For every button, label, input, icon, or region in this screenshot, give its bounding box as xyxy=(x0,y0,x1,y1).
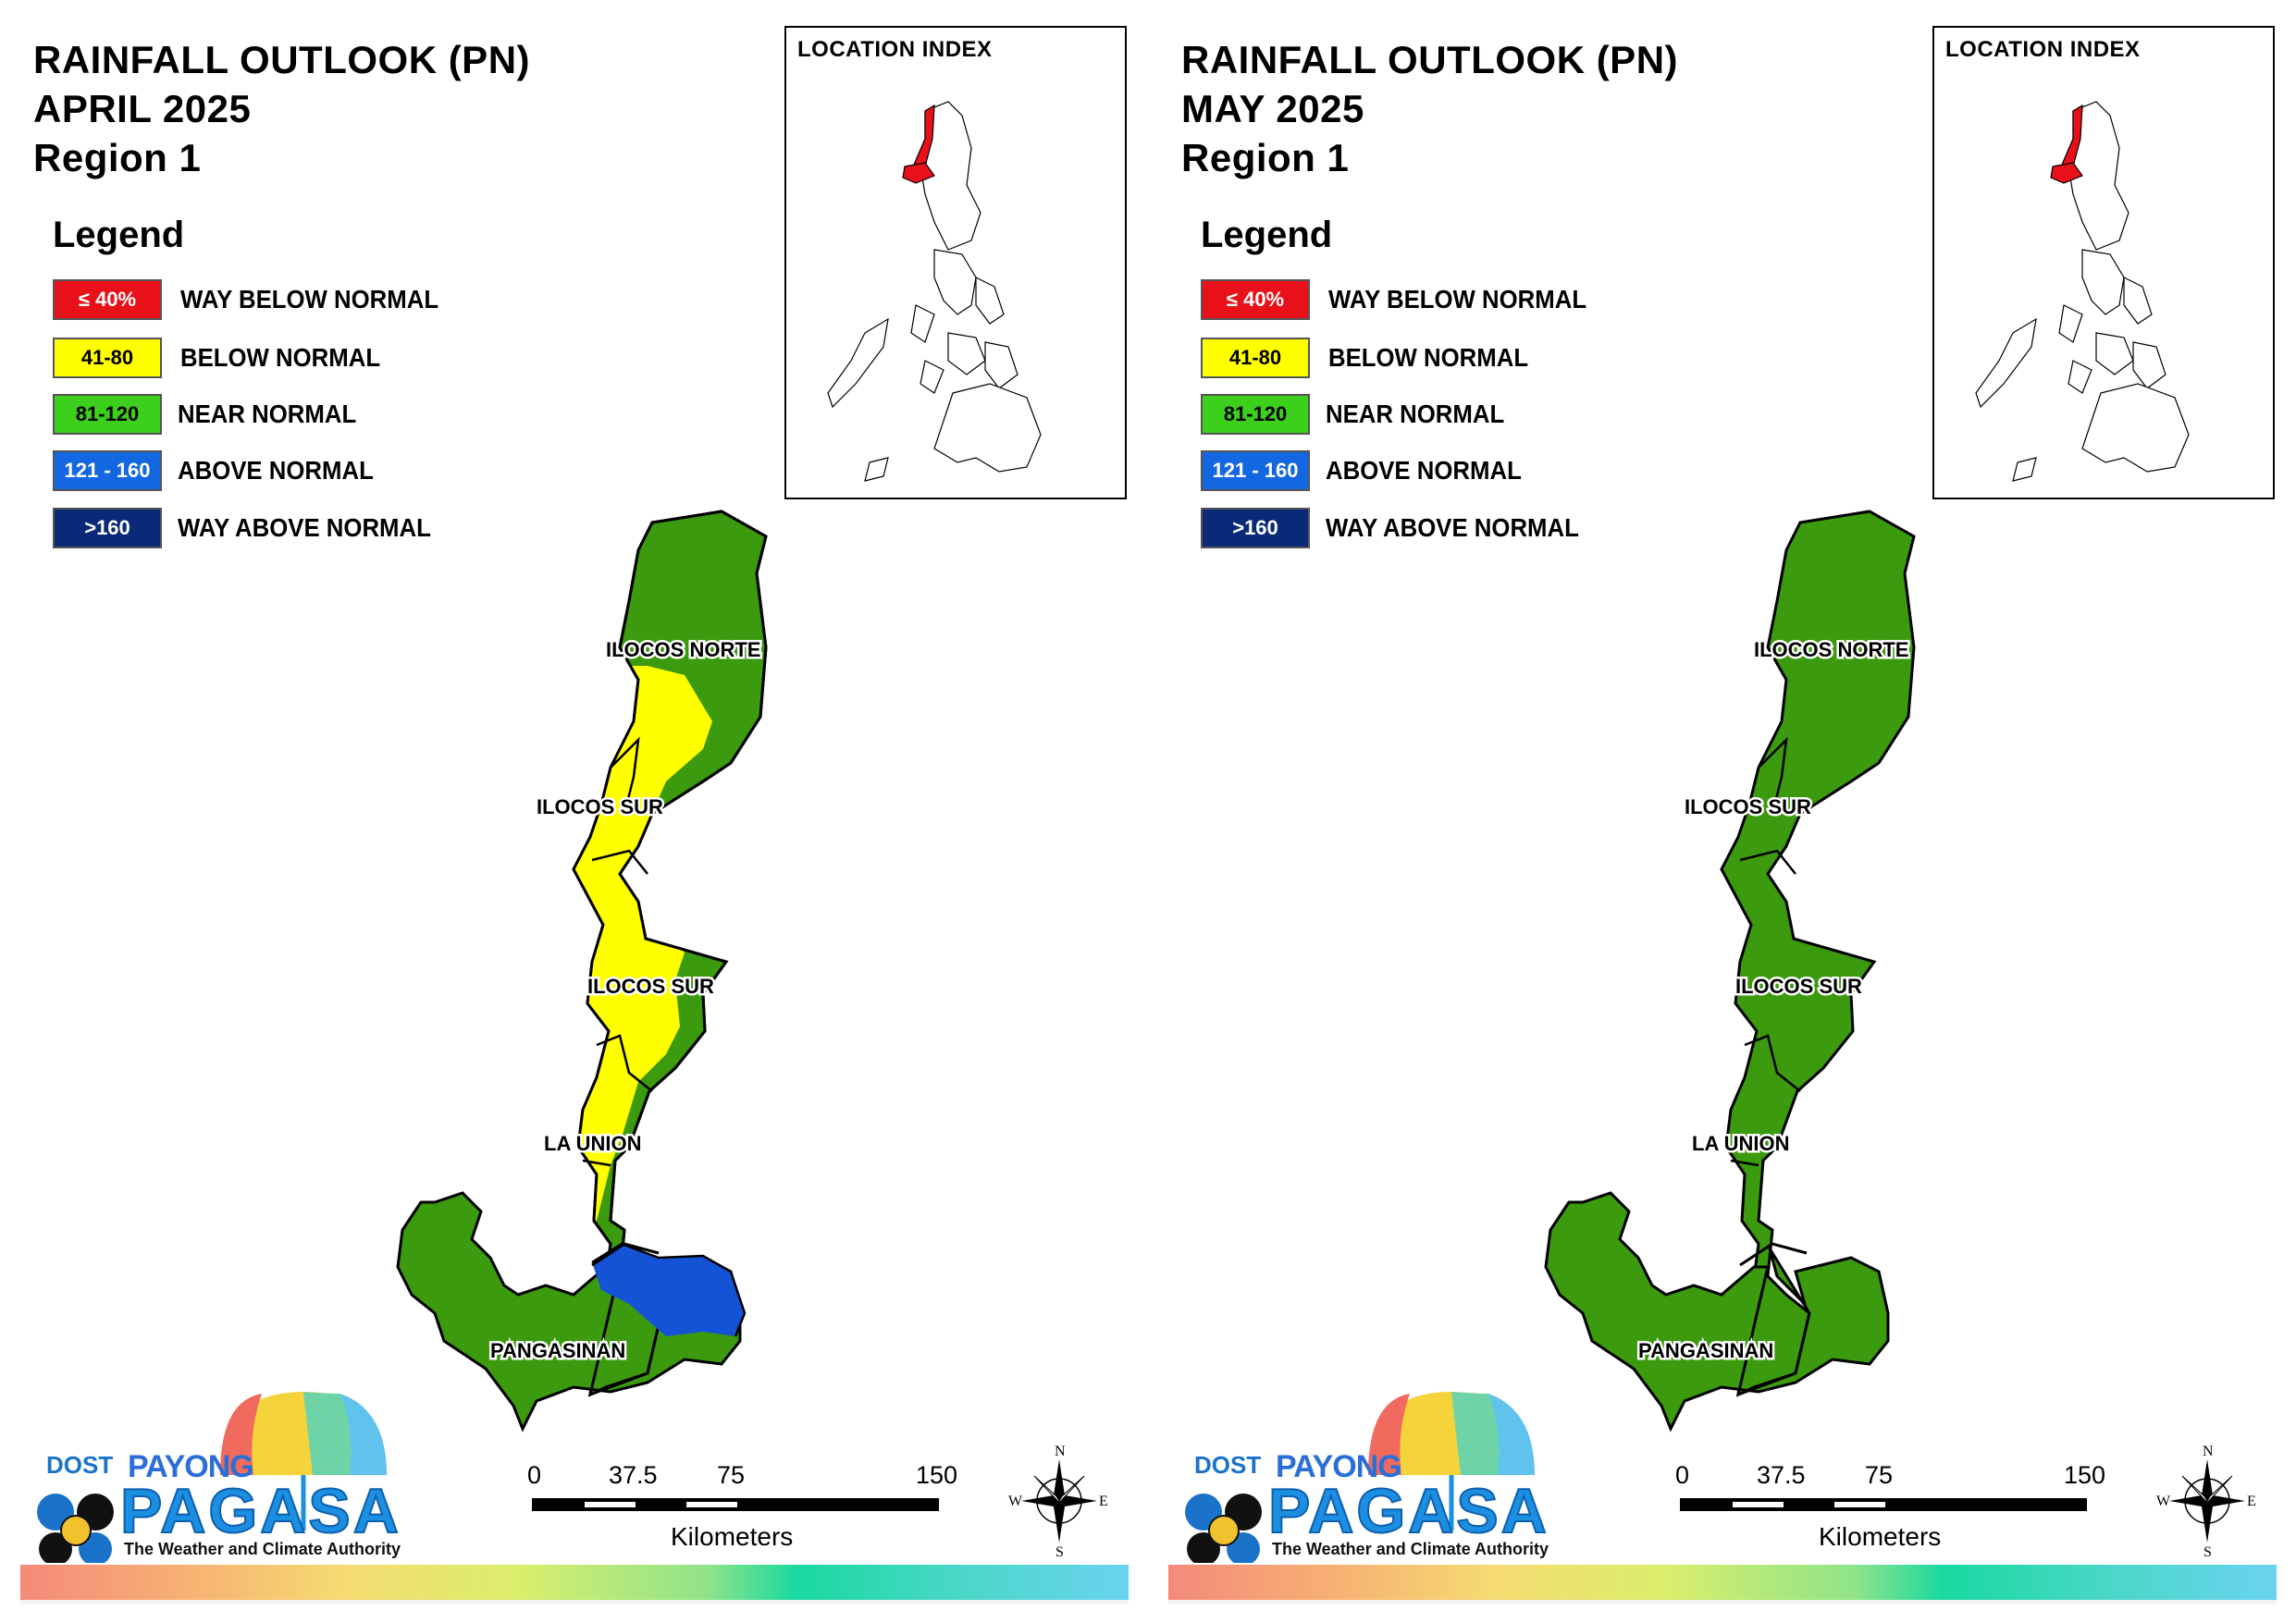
scale-tick: 150 xyxy=(2064,1461,2106,1489)
scale-bar-graphic xyxy=(1680,1498,2087,1511)
province-label: PANGASINAN xyxy=(1638,1339,1773,1362)
legend-swatch: >160 xyxy=(1201,508,1310,548)
province-label: ILOCOS NORTE xyxy=(1754,638,1908,661)
scale-bar: 0 37.5 75 150 Kilometers xyxy=(527,1461,957,1554)
province-label: ILOCOS SUR xyxy=(1735,975,1862,998)
legend-swatch: >160 xyxy=(53,508,162,548)
title-line-1: RAINFALL OUTLOOK (PN) xyxy=(1181,38,1679,81)
province-label: ILOCOS NORTE xyxy=(606,638,760,661)
legend-swatch: 41-80 xyxy=(1201,338,1310,378)
location-index-title: LOCATION INDEX xyxy=(1945,37,2141,62)
philippines-outline xyxy=(1975,101,2190,482)
title-region: Region 1 xyxy=(1181,136,1350,179)
compass-e: E xyxy=(1099,1494,1108,1509)
compass-s: S xyxy=(2203,1544,2212,1558)
umbrella-icon xyxy=(37,1392,387,1563)
title-region: Region 1 xyxy=(33,136,202,179)
compass-e: E xyxy=(2247,1494,2256,1509)
legend-label: WAY BELOW NORMAL xyxy=(1328,285,1587,314)
compass-w: W xyxy=(2156,1494,2171,1509)
legend-swatch: 121 - 160 xyxy=(1201,450,1310,491)
province-label: ILOCOS SUR xyxy=(1685,795,1811,818)
logo-payong: PAYONG xyxy=(128,1449,254,1484)
legend-swatch: 81-120 xyxy=(53,394,162,435)
compass-w: W xyxy=(1008,1494,1023,1509)
scale-unit: Kilometers xyxy=(1819,1522,1942,1551)
title-month: APRIL 2025 xyxy=(33,87,252,130)
province-label: LA UNION xyxy=(544,1132,642,1155)
baseline xyxy=(1168,1600,2277,1604)
logo-tagline: The Weather and Climate Authority xyxy=(124,1540,401,1558)
pagasa-logo: DOST PAYONG PAGASA The Weather and Clima… xyxy=(1183,1392,1549,1563)
logo-payong: PAYONG xyxy=(1276,1449,1402,1484)
province-label: LA UNION xyxy=(1692,1132,1790,1155)
compass-n: N xyxy=(2203,1444,2214,1459)
map-title: RAINFALL OUTLOOK (PN) APRIL 2025 Region … xyxy=(33,35,530,182)
compass-icon: N S W E xyxy=(2156,1443,2258,1560)
compass-s: S xyxy=(1055,1544,1064,1558)
region-map: ILOCOS NORTE ILOCOS SUR ILOCOS SUR LA UN… xyxy=(396,510,768,1432)
legend-label: WAY ABOVE NORMAL xyxy=(178,513,431,542)
pagasa-logo: DOST PAYONG PAGASA The Weather and Clima… xyxy=(35,1392,401,1563)
scale-tick: 0 xyxy=(527,1461,542,1489)
legend-swatch: 81-120 xyxy=(1201,394,1310,435)
scale-tick: 75 xyxy=(1865,1461,1894,1489)
legend-swatch: ≤ 40% xyxy=(1201,279,1310,320)
province-label: ILOCOS SUR xyxy=(537,795,663,818)
legend-label: BELOW NORMAL xyxy=(180,343,381,372)
legend-swatch: 121 - 160 xyxy=(53,450,162,491)
province-label: ILOCOS SUR xyxy=(587,975,714,998)
logo-pagasa: PAGASA xyxy=(1267,1475,1549,1547)
location-index-title: LOCATION INDEX xyxy=(797,37,993,62)
legend-swatch: 41-80 xyxy=(53,338,162,378)
panel-may: RAINFALL OUTLOOK (PN) MAY 2025 Region 1 … xyxy=(1148,0,2296,1623)
title-line-1: RAINFALL OUTLOOK (PN) xyxy=(33,38,531,81)
pangasinan-shape xyxy=(1544,1191,1890,1432)
legend-title: Legend xyxy=(53,215,185,255)
location-index-map: LOCATION INDEX xyxy=(1932,26,2275,499)
scale-tick: 37.5 xyxy=(609,1461,658,1489)
legend-label: ABOVE NORMAL xyxy=(1326,456,1522,485)
baseline xyxy=(20,1600,1129,1604)
above-normal-zone xyxy=(592,1244,745,1336)
region-shape-north xyxy=(1720,510,1916,1397)
legend-swatch: ≤ 40% xyxy=(53,279,162,320)
title-month: MAY 2025 xyxy=(1181,87,1364,130)
legend-label: NEAR NORMAL xyxy=(1326,400,1505,428)
legend-label: NEAR NORMAL xyxy=(178,400,357,428)
logo-pagasa: PAGASA xyxy=(119,1475,401,1547)
location-index-map: LOCATION INDEX xyxy=(784,26,1127,499)
legend-label: ABOVE NORMAL xyxy=(178,456,374,485)
scale-bar: 0 37.5 75 150 Kilometers xyxy=(1675,1461,2105,1554)
logo-tagline: The Weather and Climate Authority xyxy=(1272,1540,1549,1558)
compass-n: N xyxy=(1055,1444,1066,1459)
logo-dost: DOST xyxy=(1194,1451,1262,1479)
region-map: ILOCOS NORTE ILOCOS SUR ILOCOS SUR LA UN… xyxy=(1544,510,1916,1432)
map-title: RAINFALL OUTLOOK (PN) MAY 2025 Region 1 xyxy=(1181,35,1678,182)
scale-unit: Kilometers xyxy=(671,1522,794,1551)
scale-tick: 37.5 xyxy=(1757,1461,1806,1489)
color-strip xyxy=(20,1565,1129,1600)
scale-tick: 150 xyxy=(916,1461,958,1489)
scale-bar-graphic xyxy=(532,1498,939,1511)
scale-tick: 0 xyxy=(1675,1461,1690,1489)
legend-label: WAY ABOVE NORMAL xyxy=(1326,513,1579,542)
panel-april: RAINFALL OUTLOOK (PN) APRIL 2025 Region … xyxy=(20,26,1129,1604)
province-label: PANGASINAN xyxy=(490,1339,625,1362)
legend-label: BELOW NORMAL xyxy=(1328,343,1529,372)
umbrella-icon xyxy=(1185,1392,1535,1563)
legend-label: WAY BELOW NORMAL xyxy=(180,285,439,314)
philippines-outline xyxy=(827,101,1042,482)
scale-tick: 75 xyxy=(717,1461,746,1489)
compass-icon: N S W E xyxy=(1008,1443,1110,1560)
logo-dost: DOST xyxy=(46,1451,114,1479)
color-strip xyxy=(1168,1565,2277,1600)
legend-title: Legend xyxy=(1201,215,1333,255)
